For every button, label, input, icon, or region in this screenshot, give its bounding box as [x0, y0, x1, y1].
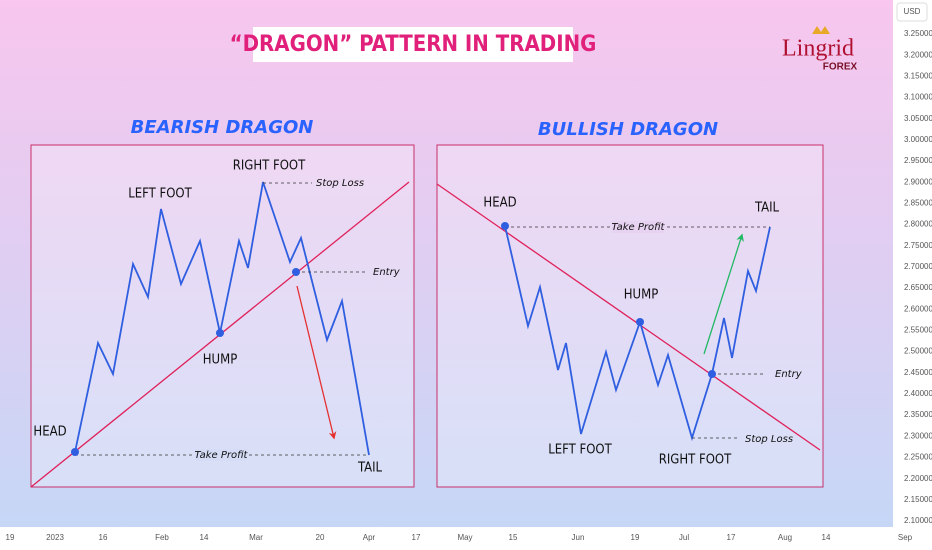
- label: HUMP: [203, 353, 238, 368]
- time-label: Aug: [778, 533, 792, 542]
- point: [501, 222, 509, 230]
- label: HEAD: [33, 425, 66, 440]
- price-label: 3.05000: [904, 114, 932, 123]
- price-label: 3.15000: [904, 71, 932, 80]
- time-label: Jul: [679, 533, 689, 542]
- time-label: 17: [727, 533, 736, 542]
- label-bg: [612, 221, 664, 233]
- point: [292, 268, 300, 276]
- panel-heading: BEARISH DRAGON: [131, 117, 314, 138]
- price-label: 2.15000: [904, 495, 932, 504]
- label: HUMP: [624, 288, 659, 303]
- price-label: 2.80000: [904, 220, 932, 229]
- price-label: 2.50000: [904, 347, 932, 356]
- stop-loss: Stop Loss: [745, 434, 793, 445]
- price-label: 2.25000: [904, 453, 932, 462]
- label: HEAD: [483, 196, 516, 211]
- take-profit: Take Profit: [195, 450, 249, 461]
- stop-loss: Stop Loss: [316, 178, 364, 189]
- logo: Lingrid: [782, 36, 854, 62]
- point: [708, 370, 716, 378]
- price-label: 2.90000: [904, 177, 932, 186]
- currency-box: [896, 2, 928, 22]
- time-label: 14: [822, 533, 831, 542]
- background: [0, 0, 893, 527]
- crown: [812, 26, 830, 34]
- label: TAIL: [357, 461, 383, 476]
- panel-heading: BULLISH DRAGON: [538, 119, 718, 140]
- price-path: [504, 225, 771, 442]
- price-label: 2.35000: [904, 410, 932, 419]
- time-label: 19: [631, 533, 640, 542]
- time-label: Apr: [363, 533, 376, 542]
- time-axis: [0, 527, 893, 550]
- price-axis: [893, 0, 932, 550]
- price-label: 3.25000: [904, 29, 932, 38]
- time-label: Mar: [249, 533, 263, 542]
- trend-line: [436, 183, 821, 451]
- point: [216, 329, 224, 337]
- price-label: 2.70000: [904, 262, 932, 271]
- point: [71, 448, 79, 456]
- arrow: [296, 285, 337, 440]
- entry: Entry: [373, 267, 401, 278]
- price-label: 2.65000: [904, 283, 932, 292]
- label-bg: [195, 449, 247, 461]
- price-label: 2.95000: [904, 156, 932, 165]
- time-label: 17: [412, 533, 421, 542]
- time-label: 16: [99, 533, 108, 542]
- label: LEFT FOOT: [128, 187, 192, 202]
- label: RIGHT FOOT: [659, 453, 732, 468]
- currency: USD: [904, 7, 921, 16]
- point: [636, 318, 644, 326]
- time-label: 19: [6, 533, 15, 542]
- price-label: 2.75000: [904, 241, 932, 250]
- price-label: 2.45000: [904, 368, 932, 377]
- price-label: 3.10000: [904, 93, 932, 102]
- price-label: 3.20000: [904, 50, 932, 59]
- price-label: 2.20000: [904, 474, 932, 483]
- time-label: May: [457, 533, 472, 542]
- panel: [436, 144, 824, 488]
- title-box: [253, 27, 573, 62]
- time-label: 14: [200, 533, 209, 542]
- take-profit: Take Profit: [612, 222, 666, 233]
- time-label: Jun: [572, 533, 585, 542]
- label: RIGHT FOOT: [233, 159, 306, 174]
- logo-sub: FOREX: [823, 62, 858, 73]
- arrow: [703, 233, 744, 355]
- price-label: 2.60000: [904, 304, 932, 313]
- entry: Entry: [775, 369, 803, 380]
- price-label: 3.00000: [904, 135, 932, 144]
- price-label: 2.10000: [904, 516, 932, 525]
- label: TAIL: [754, 201, 780, 216]
- panel: [30, 144, 415, 488]
- price-label: 2.40000: [904, 389, 932, 398]
- title: “DRAGON” PATTERN IN TRADING: [230, 32, 597, 57]
- time-label: Feb: [155, 533, 169, 542]
- label: LEFT FOOT: [548, 443, 612, 458]
- price-label: 2.55000: [904, 326, 932, 335]
- price-label: 2.85000: [904, 199, 932, 208]
- time-label: 20: [316, 533, 325, 542]
- price-label: 2.30000: [904, 431, 932, 440]
- time-label: 15: [509, 533, 518, 542]
- time-label: 2023: [46, 533, 64, 542]
- time-label: Sep: [898, 533, 913, 542]
